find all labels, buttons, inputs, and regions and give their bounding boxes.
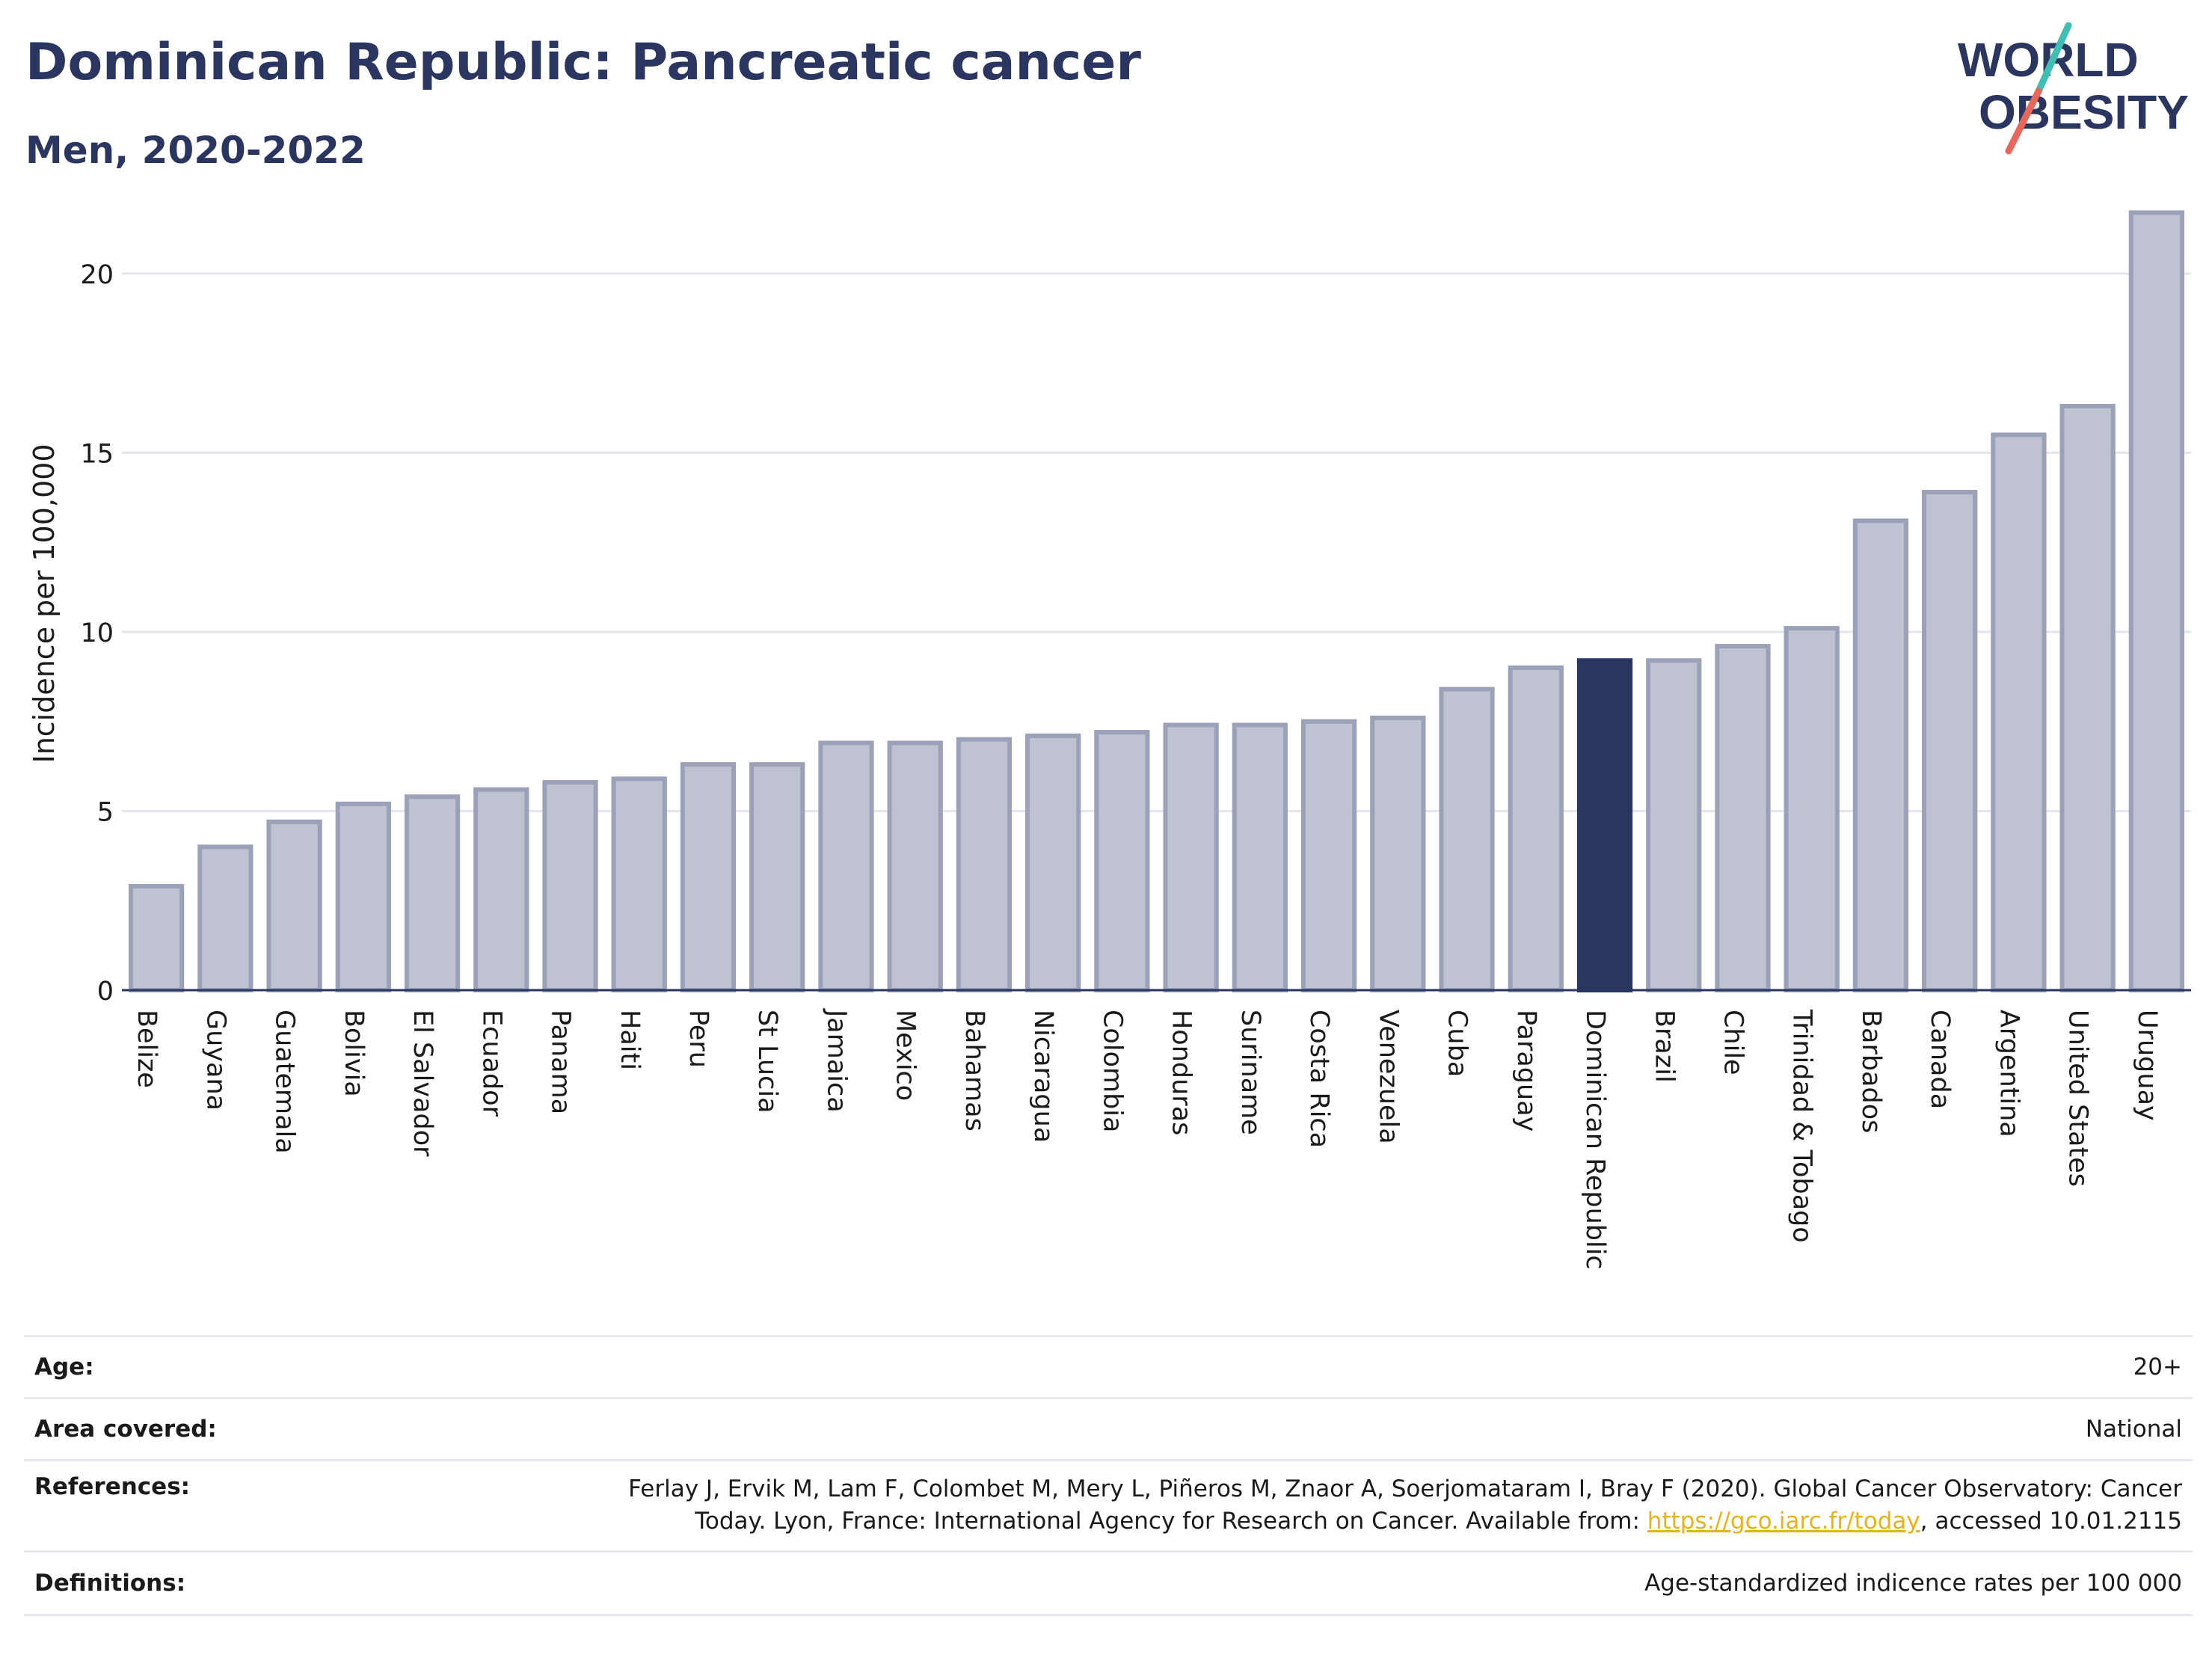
x-tick-label: Dominican Republic: [1580, 1010, 1610, 1270]
references-link[interactable]: https://gco.iarc.fr/today: [1647, 1508, 1920, 1535]
references-line-2-post: , accessed 10.01.2115: [1920, 1508, 2182, 1535]
area-label: Area covered:: [34, 1416, 217, 1443]
x-tick-label: Venezuela: [1373, 1010, 1403, 1144]
bar-honduras: [1163, 722, 1219, 992]
x-tick-label: Jamaica: [821, 1008, 851, 1113]
logo-slash-teal: [2035, 22, 2072, 95]
x-tick-label: Brazil: [1649, 1010, 1679, 1083]
x-tick-label: Barbados: [1856, 1010, 1886, 1133]
x-tick-label: Haiti: [615, 1010, 645, 1070]
bar-argentina: [1991, 432, 2047, 992]
bar-belize: [128, 884, 185, 992]
world-obesity-logo: WORLD OBESITY: [1958, 22, 2189, 155]
chart-title: Dominican Republic: Pancreatic cancer: [25, 33, 1141, 92]
bar-haiti: [611, 776, 667, 992]
bar-paraguay: [1508, 665, 1564, 992]
x-tick-label: Guatemala: [270, 1010, 300, 1154]
logo-slash-coral: [2005, 87, 2042, 155]
bar-nicaragua: [1025, 733, 1081, 992]
bar-bahamas: [956, 737, 1013, 992]
x-tick-label: Bolivia: [339, 1010, 369, 1097]
bar-uruguay: [2128, 210, 2185, 993]
references-line-2: Today. Lyon, France: International Agenc…: [628, 1505, 2182, 1538]
bar-mexico: [887, 740, 943, 992]
references-line-2-pre: Today. Lyon, France: International Agenc…: [695, 1508, 1647, 1535]
x-tick-label: Canada: [1925, 1010, 1955, 1109]
bar-suriname: [1232, 722, 1288, 992]
x-tick-labels: Belize Guyana Guatemala Bolivia El Salvador E…: [132, 1008, 2162, 1270]
x-tick-label: Peru: [683, 1010, 713, 1068]
bar-chile: [1715, 644, 1771, 993]
y-tick-label: 5: [97, 797, 114, 827]
bar-peru: [680, 762, 737, 992]
x-tick-label: Colombia: [1097, 1010, 1127, 1132]
references-label: References:: [34, 1473, 191, 1500]
y-axis-label: Incidence per 100,000: [28, 443, 61, 763]
meta-row-age: Age: 20+: [24, 1335, 2193, 1397]
x-tick-label: Belize: [132, 1010, 162, 1088]
x-tick-label: Bahamas: [959, 1010, 989, 1132]
x-tick-label: Suriname: [1235, 1010, 1265, 1135]
bar-bolivia: [335, 801, 391, 992]
bar-ecuador: [473, 787, 529, 993]
bar-canada: [1922, 490, 1978, 992]
age-value: 20+: [2133, 1354, 2182, 1381]
x-tick-label: Panama: [546, 1010, 576, 1114]
x-tick-label: Paraguay: [1511, 1010, 1541, 1132]
y-tick-label: 10: [80, 618, 114, 648]
x-tick-label: Trinidad & Tobago: [1787, 1009, 1817, 1243]
bar-united-states: [2059, 404, 2116, 992]
bar-st-lucia: [749, 762, 805, 992]
x-tick-label: Mexico: [891, 1010, 921, 1101]
chart-subtitle: Men, 2020-2022: [25, 129, 366, 172]
x-tick-label: Costa Rica: [1304, 1010, 1334, 1148]
x-tick-label: St Lucia: [752, 1010, 782, 1114]
bar-chart: 0 5 10 15 20 Belize Guyana Guatemala Bolivia El …: [28, 210, 2191, 1270]
x-tick-label: Argentina: [1994, 1010, 2024, 1137]
x-tick-label: Chile: [1718, 1010, 1748, 1075]
x-tick-label: El Salvador: [408, 1010, 437, 1157]
x-tick-label: Ecuador: [476, 1010, 506, 1117]
bar-trinidad-tobago: [1784, 626, 1840, 992]
x-tick-label: United States: [2063, 1010, 2093, 1187]
area-value: National: [2085, 1416, 2182, 1443]
definitions-value: Age-standardized indicence rates per 100…: [1644, 1570, 2182, 1597]
grid-layer: [122, 272, 2191, 812]
x-tick-label: Honduras: [1167, 1010, 1196, 1135]
age-label: Age:: [34, 1354, 94, 1381]
bar-colombia: [1094, 730, 1150, 993]
y-tick-label: 20: [80, 260, 114, 290]
meta-row-definitions: Definitions: Age-standardized indicence …: [24, 1550, 2193, 1616]
logo-line-obesity: OBESITY: [1979, 85, 2189, 139]
x-tick-label: Uruguay: [2132, 1010, 2162, 1121]
bar-barbados: [1852, 518, 1909, 992]
references-line-1: Ferlay J, Ervik M, Lam F, Colombet M, Me…: [628, 1476, 2182, 1502]
bar-guatemala: [266, 819, 322, 992]
metadata-table: Age: 20+ Area covered: National Referenc…: [24, 1335, 2193, 1616]
x-tick-label: Cuba: [1443, 1010, 1472, 1077]
meta-row-area: Area covered: National: [24, 1397, 2193, 1459]
bars: [128, 210, 2185, 993]
bar-cuba: [1439, 687, 1495, 993]
bar-el-salvador: [404, 794, 461, 992]
bar-guyana: [197, 844, 254, 993]
meta-row-references: References: Ferlay J, Ervik M, Lam F, Co…: [24, 1459, 2193, 1550]
bar-venezuela: [1370, 715, 1426, 993]
bar-costa-rica: [1300, 719, 1357, 992]
y-tick-label: 0: [97, 977, 114, 1007]
bar-panama: [542, 780, 598, 993]
bar-jamaica: [818, 740, 874, 992]
x-tick-label: Nicaragua: [1028, 1010, 1058, 1143]
y-tick-label: 15: [80, 439, 114, 469]
y-tick-labels: 0 5 10 15 20: [80, 260, 114, 1007]
references-text: Ferlay J, Ervik M, Lam F, Colombet M, Me…: [628, 1473, 2182, 1538]
bar-dominican-republic: [1576, 658, 1633, 993]
definitions-label: Definitions:: [34, 1570, 186, 1597]
x-tick-label: Guyana: [200, 1010, 230, 1111]
bar-brazil: [1646, 658, 1702, 993]
